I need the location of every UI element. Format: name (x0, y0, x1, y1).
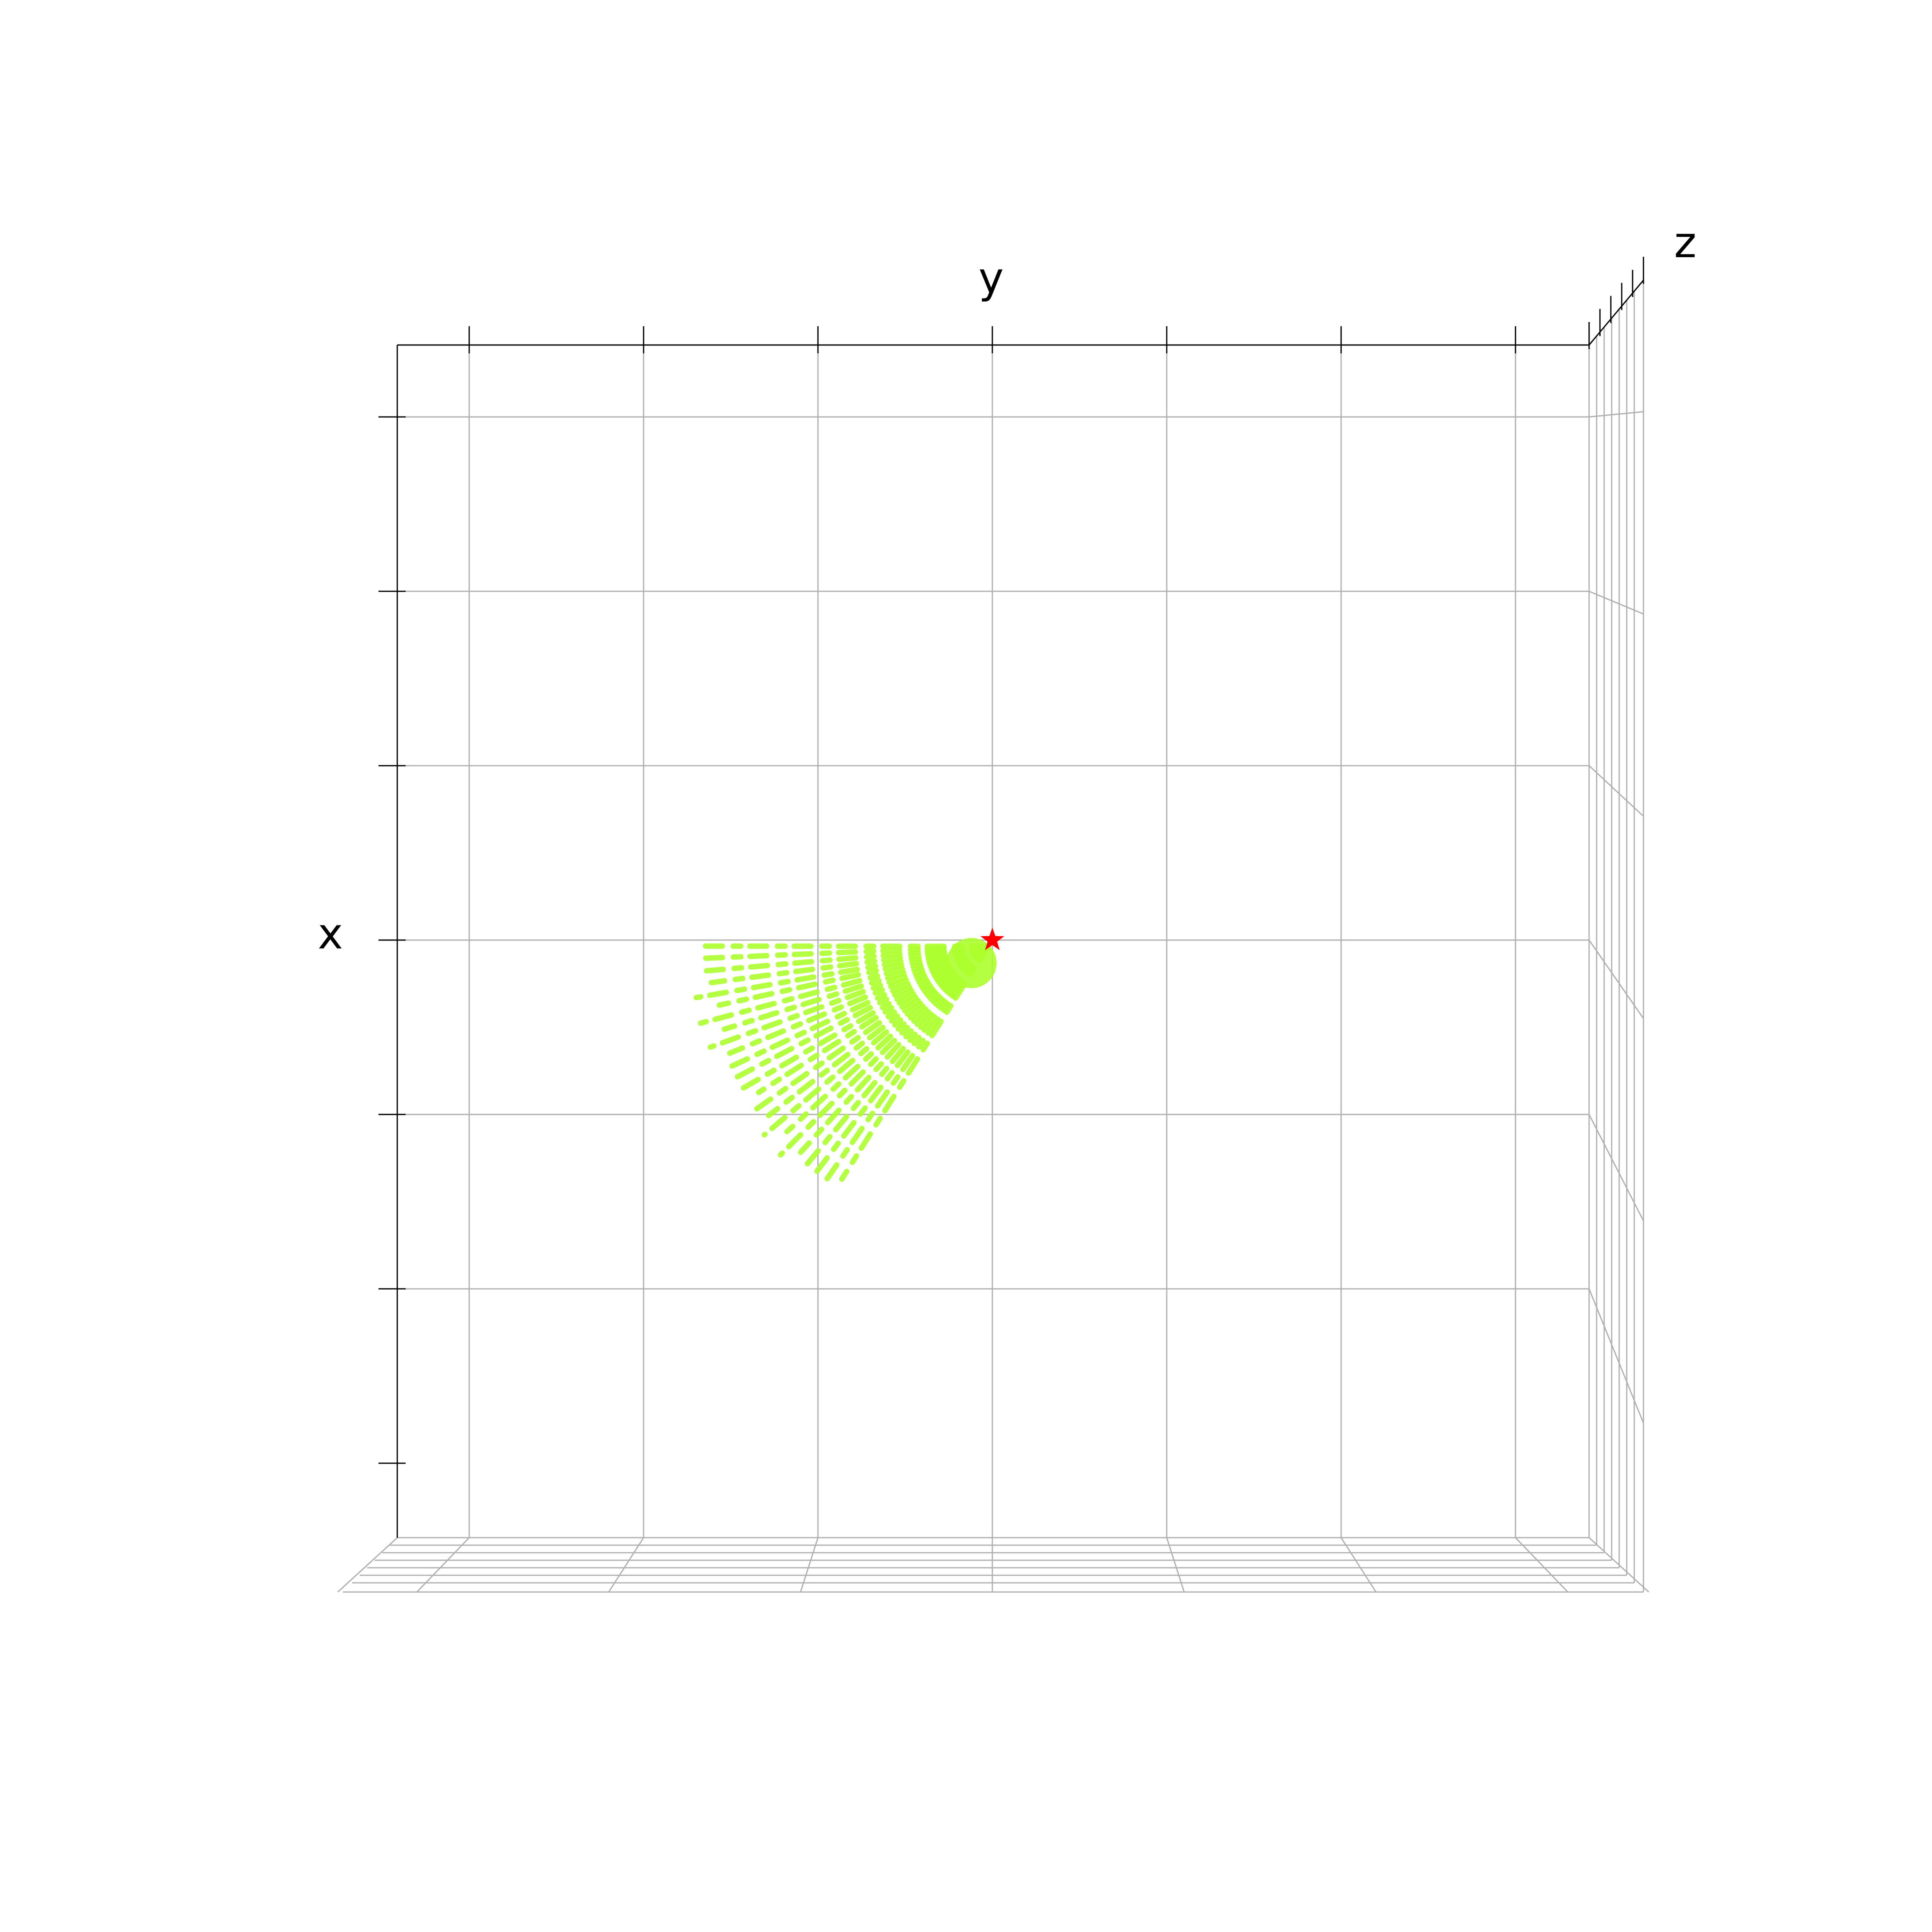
y-axis-label: y (979, 253, 1004, 303)
grid-lines (337, 280, 1649, 1593)
z-axis-label: z (1674, 218, 1697, 268)
bottom-pane-diagonal (1515, 1537, 1569, 1593)
origin-marker-group (980, 928, 1004, 951)
origin-star-marker (980, 928, 1004, 951)
bottom-pane-diagonal (1588, 1537, 1649, 1593)
bottom-pane-diagonal (800, 1537, 819, 1592)
x-axis-label: x (318, 909, 343, 959)
z-pane-diagonal (1588, 940, 1644, 1019)
bottom-pane-diagonal (337, 1537, 398, 1593)
bottom-pane-diagonal (1340, 1537, 1377, 1592)
z-pane-diagonal (1588, 765, 1644, 817)
origin-cluster (946, 938, 997, 988)
z-axis-line (1588, 280, 1644, 345)
z-pane-diagonal (1589, 411, 1644, 418)
bottom-pane-diagonal (416, 1537, 470, 1593)
axes (378, 257, 1644, 1538)
ray-series (693, 938, 997, 1187)
bottom-pane-diagonal (1166, 1537, 1185, 1592)
z-pane-diagonal (1589, 590, 1644, 615)
z-pane-diagonal (1588, 1288, 1644, 1423)
bottom-pane-diagonal (608, 1537, 644, 1592)
z-pane-diagonal (1588, 1114, 1644, 1222)
